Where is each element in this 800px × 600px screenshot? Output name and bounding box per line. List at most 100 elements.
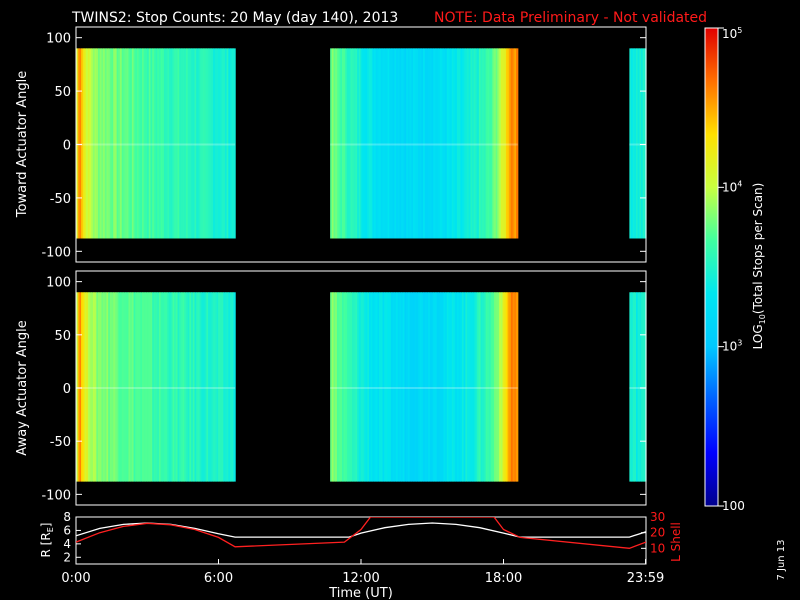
heat-cell [421, 292, 424, 482]
y-tick-label: 50 [54, 85, 71, 100]
heat-cell [494, 292, 497, 482]
lshell-tick-label: 10 [650, 541, 665, 555]
heat-cell [170, 292, 174, 482]
heat-cell [443, 292, 446, 482]
heat-cell [384, 292, 387, 482]
heat-cell [125, 48, 128, 239]
heat-cell [230, 292, 233, 482]
heat-cell [175, 292, 179, 482]
heat-cell [385, 48, 389, 239]
heat-cell [94, 48, 97, 239]
heat-cell [502, 48, 505, 239]
heat-cell [131, 48, 135, 239]
heat-cell [77, 48, 80, 239]
heat-cell [379, 292, 382, 482]
heat-cell [101, 292, 104, 482]
heat-cell [204, 292, 207, 482]
heat-cell [461, 48, 465, 239]
lshell-tick-label: 30 [650, 510, 665, 524]
heat-cell [487, 292, 490, 482]
heat-cell [436, 48, 439, 239]
heat-cell [138, 292, 141, 482]
lshell-line [76, 517, 646, 549]
heat-cell [426, 292, 429, 482]
heat-cell [150, 48, 153, 239]
r-axis-label: R [RE] [39, 523, 55, 558]
heat-cell [475, 48, 478, 239]
heat-cell [177, 292, 180, 482]
heat-cell [504, 292, 507, 482]
heat-cell [143, 48, 146, 239]
heat-cell [370, 48, 373, 239]
date-stamp: 7 Jun 13 [776, 539, 787, 580]
heat-cell [438, 292, 441, 482]
heat-cell [396, 48, 399, 239]
heat-cell [451, 48, 455, 239]
heat-cell [384, 48, 387, 239]
colorbar-gradient [705, 28, 718, 506]
heat-cell [345, 292, 348, 482]
heat-cell [216, 48, 219, 239]
heat-cell [94, 292, 97, 482]
heat-cell [632, 292, 635, 482]
heat-cell [431, 292, 434, 482]
heat-cell [495, 48, 499, 239]
heat-cell [104, 292, 108, 482]
heat-cell [175, 48, 179, 239]
heat-cell [402, 48, 406, 239]
heat-cell [404, 48, 407, 239]
heat-cell [418, 292, 421, 482]
heat-cell [228, 48, 231, 239]
heat-cell [514, 48, 517, 239]
heat-cell [197, 48, 201, 239]
away-y-ticks: -100 -50 0 50 100 [41, 276, 646, 503]
heat-cell [91, 48, 94, 239]
heat-cell [450, 292, 453, 482]
heat-cell [497, 292, 500, 482]
heat-cell [453, 48, 456, 239]
colorbar-tick-label: 104 [722, 179, 742, 194]
heat-cell [446, 48, 450, 239]
heat-cell [338, 48, 341, 239]
heat-cell [411, 292, 414, 482]
heat-cell [116, 48, 119, 239]
heat-cell [340, 48, 343, 239]
heat-cell [631, 292, 634, 482]
r-tick-label: 4 [63, 537, 71, 551]
heat-cell [204, 48, 207, 239]
heat-cell [387, 292, 390, 482]
y-tick-label: 50 [54, 329, 71, 344]
heat-cell [504, 48, 507, 239]
heat-cell [118, 292, 121, 482]
heat-cell [330, 48, 333, 239]
heat-cell [416, 292, 419, 482]
heat-cell [182, 48, 185, 239]
heat-cell [473, 292, 477, 482]
heat-cell [140, 48, 143, 239]
heat-cell [221, 48, 224, 239]
heat-cell [362, 292, 365, 482]
heat-cell [111, 48, 114, 239]
toward-y-ticks: -100 -50 0 50 100 [41, 32, 646, 260]
heat-cell [642, 292, 645, 482]
heat-cell [463, 292, 466, 482]
heat-cell [472, 48, 475, 239]
heat-cell [421, 48, 424, 239]
heat-cell [201, 48, 204, 239]
heat-cell [438, 48, 441, 239]
heat-cell [180, 48, 184, 239]
heat-cell [350, 292, 353, 482]
heat-cell [121, 48, 124, 239]
heat-cell [372, 292, 375, 482]
heat-cell [448, 292, 451, 482]
heat-cell [397, 292, 401, 482]
heat-cell [390, 292, 394, 482]
heat-cell [223, 292, 226, 482]
heat-cell [387, 48, 390, 239]
lshell-axis-label: L Shell [669, 522, 683, 562]
heat-cell [186, 292, 189, 482]
colorbar-tick-label: 100 [722, 499, 745, 513]
heat-cell [123, 48, 126, 239]
heat-cell [162, 292, 165, 482]
